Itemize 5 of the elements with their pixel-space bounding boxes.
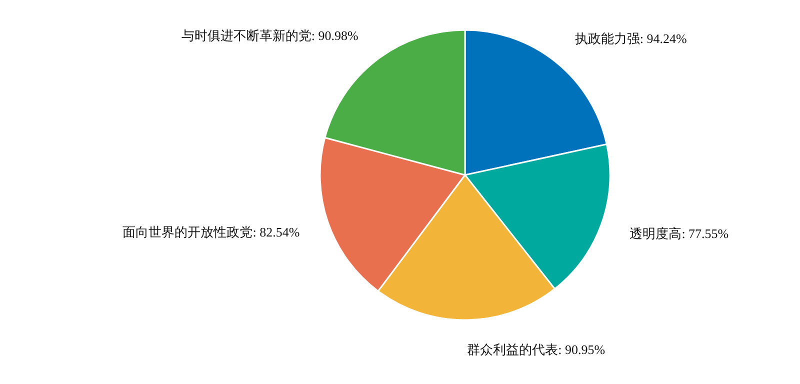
slice-label: 群众利益的代表: 90.95% [467,342,606,357]
slice-label: 面向世界的开放性政党: 82.54% [122,224,300,240]
slice-label: 与时俱进不断革新的党: 90.98% [181,28,359,44]
slice-label: 执政能力强: 94.24% [574,30,687,46]
slice-label: 透明度高: 77.55% [630,226,729,242]
